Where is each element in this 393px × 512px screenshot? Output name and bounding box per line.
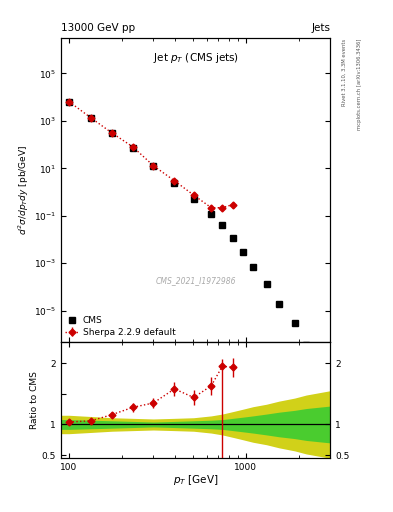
CMS <box>88 115 93 121</box>
CMS <box>292 320 297 326</box>
CMS <box>251 264 255 270</box>
Y-axis label: Ratio to CMS: Ratio to CMS <box>30 371 39 429</box>
CMS <box>220 222 225 228</box>
CMS <box>110 130 114 136</box>
CMS <box>304 342 309 348</box>
X-axis label: $p_T$ [GeV]: $p_T$ [GeV] <box>173 474 218 487</box>
CMS <box>231 234 235 241</box>
Text: 13000 GeV pp: 13000 GeV pp <box>61 23 135 33</box>
CMS <box>67 99 72 105</box>
Text: CMS_2021_I1972986: CMS_2021_I1972986 <box>155 276 236 286</box>
Line: CMS: CMS <box>66 99 309 349</box>
Text: Jet $p_T$ (CMS jets): Jet $p_T$ (CMS jets) <box>152 51 239 65</box>
Y-axis label: $d^{2}\sigma/dp_{T}dy$ [pb/GeV]: $d^{2}\sigma/dp_{T}dy$ [pb/GeV] <box>17 145 31 235</box>
CMS <box>172 180 177 186</box>
CMS <box>191 196 196 202</box>
CMS <box>151 163 156 169</box>
Text: mcplots.cern.ch [arXiv:1306.3436]: mcplots.cern.ch [arXiv:1306.3436] <box>357 38 362 130</box>
CMS <box>277 301 281 307</box>
CMS <box>241 249 246 255</box>
CMS <box>264 281 269 287</box>
Legend: CMS, Sherpa 2.2.9 default: CMS, Sherpa 2.2.9 default <box>65 316 175 337</box>
CMS <box>209 211 214 217</box>
CMS <box>130 145 135 152</box>
Text: Jets: Jets <box>311 23 330 33</box>
Text: Rivet 3.1.10, 3.3M events: Rivet 3.1.10, 3.3M events <box>342 38 347 105</box>
